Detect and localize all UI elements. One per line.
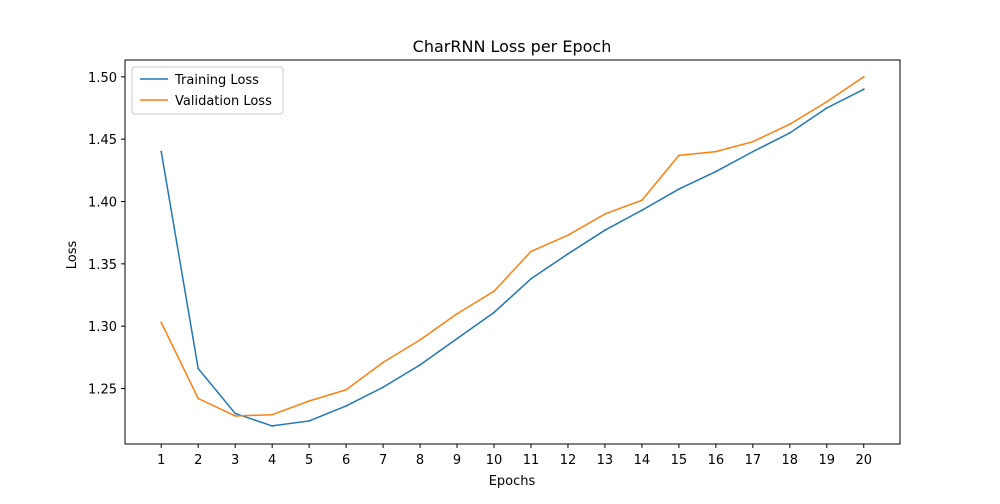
training-loss-point (160, 150, 163, 153)
y-tick-label: 1.30 (88, 320, 117, 335)
x-tick-label: 13 (597, 453, 614, 468)
validation-loss-point (788, 123, 791, 126)
validation-loss-point (382, 361, 384, 364)
validation-loss-point (493, 290, 495, 293)
validation-loss-point (825, 100, 828, 103)
x-tick-label: 3 (231, 453, 239, 468)
legend-box (131, 66, 284, 115)
validation-loss-point (530, 250, 532, 253)
training-loss-point (234, 412, 237, 415)
x-tick-label: 6 (342, 453, 350, 468)
training-loss-point (641, 209, 643, 212)
x-tick-label: 20 (855, 453, 872, 468)
x-tick-label: 12 (560, 453, 577, 468)
series-lines (160, 75, 865, 427)
training-loss-point (197, 367, 200, 370)
x-tick-label: 7 (379, 453, 387, 468)
y-axis-ticks: 1.25 1.30 1.35 1.40 1.45 1.50 (88, 71, 125, 398)
x-tick-label: 5 (305, 453, 313, 468)
x-tick-label: 18 (782, 453, 799, 468)
x-axis-ticks: 1 2 3 4 5 6 7 8 9 10 11 12 13 14 15 16 17 18 19 20 (157, 444, 872, 468)
training-loss-point (567, 252, 569, 255)
validation-loss-point (641, 199, 643, 202)
validation-loss-point (714, 150, 717, 153)
validation-loss-point (567, 234, 569, 237)
training-loss-point (604, 229, 606, 232)
x-tick-label: 16 (708, 453, 725, 468)
training-loss-point (862, 88, 865, 91)
x-tick-label: 17 (745, 453, 762, 468)
x-tick-label: 15 (671, 453, 688, 468)
training-loss-point (345, 405, 348, 407)
validation-loss-point (456, 312, 458, 315)
training-loss-point (271, 425, 274, 427)
x-tick-label: 9 (453, 453, 461, 468)
x-tick-label: 14 (634, 453, 651, 468)
y-tick-label: 1.40 (88, 196, 117, 211)
training-loss-line (160, 88, 865, 427)
validation-loss-point (677, 154, 680, 157)
validation-loss-point (604, 213, 606, 215)
training-loss-point (825, 107, 828, 109)
validation-loss-point (234, 415, 237, 417)
legend-label-training-loss: Training Loss (174, 73, 259, 88)
legend-label-validation-loss: Validation Loss (175, 94, 272, 109)
y-tick-label: 1.35 (88, 258, 117, 273)
x-axis-label: Epochs (489, 474, 536, 489)
x-tick-label: 2 (194, 453, 202, 468)
x-tick-label: 4 (268, 453, 276, 468)
validation-loss-point (751, 140, 754, 143)
validation-loss-point (345, 388, 348, 391)
chart-title: CharRNN Loss per Epoch (413, 37, 612, 56)
training-loss-point (382, 386, 384, 389)
x-tick-label: 11 (523, 453, 540, 468)
x-tick-label: 10 (486, 453, 503, 468)
y-tick-label: 1.50 (88, 71, 117, 86)
validation-loss-point (197, 397, 200, 400)
validation-loss-point (308, 400, 311, 402)
training-loss-point (493, 311, 495, 314)
y-tick-label: 1.45 (88, 133, 117, 148)
x-tick-label: 19 (819, 453, 836, 468)
training-loss-point (456, 337, 458, 340)
validation-loss-point (271, 413, 274, 416)
x-tick-label: 1 (157, 453, 165, 468)
training-loss-point (677, 188, 680, 190)
training-loss-point (419, 363, 421, 366)
validation-loss-point (862, 75, 865, 78)
training-loss-point (714, 170, 717, 173)
legend: Training Loss Validation Loss (131, 66, 284, 115)
y-axis-label: Loss (65, 241, 80, 270)
training-loss-point (788, 132, 791, 134)
validation-loss-point (419, 338, 421, 341)
validation-loss-line (160, 75, 865, 417)
training-loss-point (308, 420, 311, 422)
training-loss-point (530, 277, 532, 280)
plot-area-frame (124, 59, 901, 445)
x-tick-label: 8 (416, 453, 424, 468)
validation-loss-point (160, 321, 163, 324)
training-loss-point (751, 150, 754, 153)
y-tick-label: 1.25 (88, 383, 117, 398)
